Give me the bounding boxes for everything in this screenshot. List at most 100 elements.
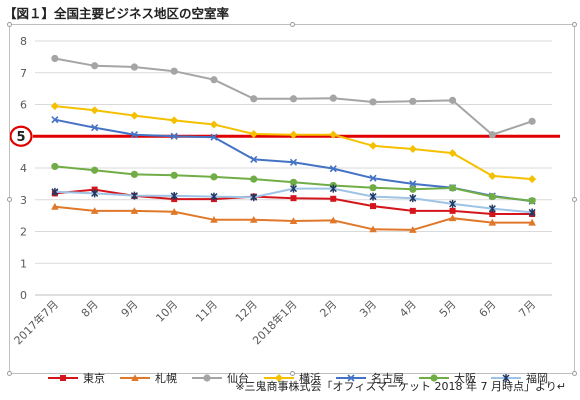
data-point [130, 207, 139, 214]
data-point [488, 192, 496, 201]
series-6 [51, 162, 536, 205]
y-tick-label: 0 [20, 289, 27, 302]
data-point [91, 124, 99, 132]
data-point [289, 95, 298, 103]
resize-handle-top-center[interactable] [290, 22, 295, 27]
resize-handle-bottom-right[interactable] [572, 371, 577, 376]
page-title: 【図１】全国主要ビジネス地区の空室率 [4, 6, 230, 21]
data-point [409, 185, 417, 193]
data-point [448, 184, 457, 192]
data-point [290, 195, 297, 202]
legend-label: 福岡 [526, 372, 548, 385]
data-point [210, 173, 218, 181]
legend-swatch [264, 374, 294, 382]
source-note: ※三鬼商事株式会「オフィスマーケット 2018 年 7 月時点」より↵ [235, 380, 566, 393]
data-point [90, 207, 99, 214]
data-point [347, 374, 355, 382]
data-point [250, 193, 258, 202]
data-point [289, 217, 298, 225]
data-point [329, 165, 337, 173]
legend-swatch [336, 374, 366, 382]
data-point [210, 192, 218, 201]
data-point [449, 199, 457, 208]
resize-handle-middle-left[interactable] [7, 197, 12, 202]
y-tick-label: 7 [20, 67, 27, 80]
data-point [210, 76, 218, 84]
legend-swatch [192, 374, 222, 382]
data-point [488, 171, 497, 180]
data-point [209, 120, 218, 129]
x-tick-label: 3月 [357, 298, 379, 320]
data-point [448, 214, 457, 222]
legend-swatch [48, 375, 78, 381]
x-tick-label: 12月 [233, 298, 260, 325]
data-point [250, 155, 258, 163]
resize-handle-middle-right[interactable] [572, 197, 577, 202]
x-tick-label: 2月 [317, 298, 339, 320]
data-point [488, 218, 497, 226]
series-7 [51, 184, 536, 217]
y-tick-label: 2 [20, 226, 27, 239]
data-point [249, 215, 258, 223]
data-point [289, 158, 298, 166]
resize-handle-top-right[interactable] [572, 22, 577, 27]
data-point [170, 132, 178, 140]
legend-label: 大阪 [454, 372, 476, 385]
legend-item: 名古屋 [334, 370, 404, 386]
data-point [369, 98, 377, 106]
data-point [528, 218, 536, 226]
data-point [369, 141, 378, 150]
data-point [131, 374, 139, 381]
legend-swatch [120, 374, 150, 381]
data-point [249, 130, 258, 139]
data-point [502, 374, 510, 382]
legend-item: 東京 [46, 370, 105, 386]
data-point [289, 184, 298, 193]
data-point [408, 144, 417, 153]
chart-legend: 東京 札幌 仙台 横浜 名古屋 大阪 福岡 [46, 369, 548, 387]
data-point [329, 184, 337, 193]
data-point [528, 197, 536, 205]
data-point [369, 174, 377, 182]
data-point [369, 225, 377, 233]
data-point [91, 189, 99, 198]
y-tick-label: 3 [20, 194, 27, 207]
data-point [210, 215, 218, 223]
data-point [488, 131, 496, 139]
legend-item: 福岡 [489, 370, 548, 386]
reference-label: 5 [16, 130, 25, 145]
data-point [250, 175, 258, 183]
data-point [329, 130, 338, 139]
data-point [409, 226, 417, 233]
data-point [329, 216, 338, 224]
series-4 [50, 102, 537, 184]
legend-swatch [491, 374, 521, 382]
y-tick-label: 4 [20, 162, 27, 175]
data-point [91, 166, 99, 174]
data-point [203, 374, 211, 382]
resize-handle-bottom-left[interactable] [7, 371, 12, 376]
data-point [170, 191, 178, 200]
y-tick-label: 8 [20, 35, 27, 48]
data-point [51, 187, 59, 196]
x-tick-label: 8月 [79, 298, 101, 320]
data-point [370, 203, 377, 210]
data-point [289, 130, 298, 139]
legend-swatch [419, 374, 449, 382]
data-point [409, 180, 417, 188]
data-point [51, 202, 59, 210]
resize-handle-bottom-center[interactable] [290, 371, 295, 376]
data-point [330, 195, 337, 202]
data-point [250, 95, 258, 103]
data-point [409, 207, 416, 214]
data-point [528, 208, 536, 217]
data-point [369, 184, 377, 192]
resize-handle-top-left[interactable] [7, 22, 12, 27]
data-point [489, 211, 496, 218]
reference-circle [10, 125, 33, 147]
data-point [51, 162, 59, 171]
data-point [130, 191, 138, 200]
data-point [51, 54, 59, 63]
legend-label: 仙台 [227, 372, 249, 385]
